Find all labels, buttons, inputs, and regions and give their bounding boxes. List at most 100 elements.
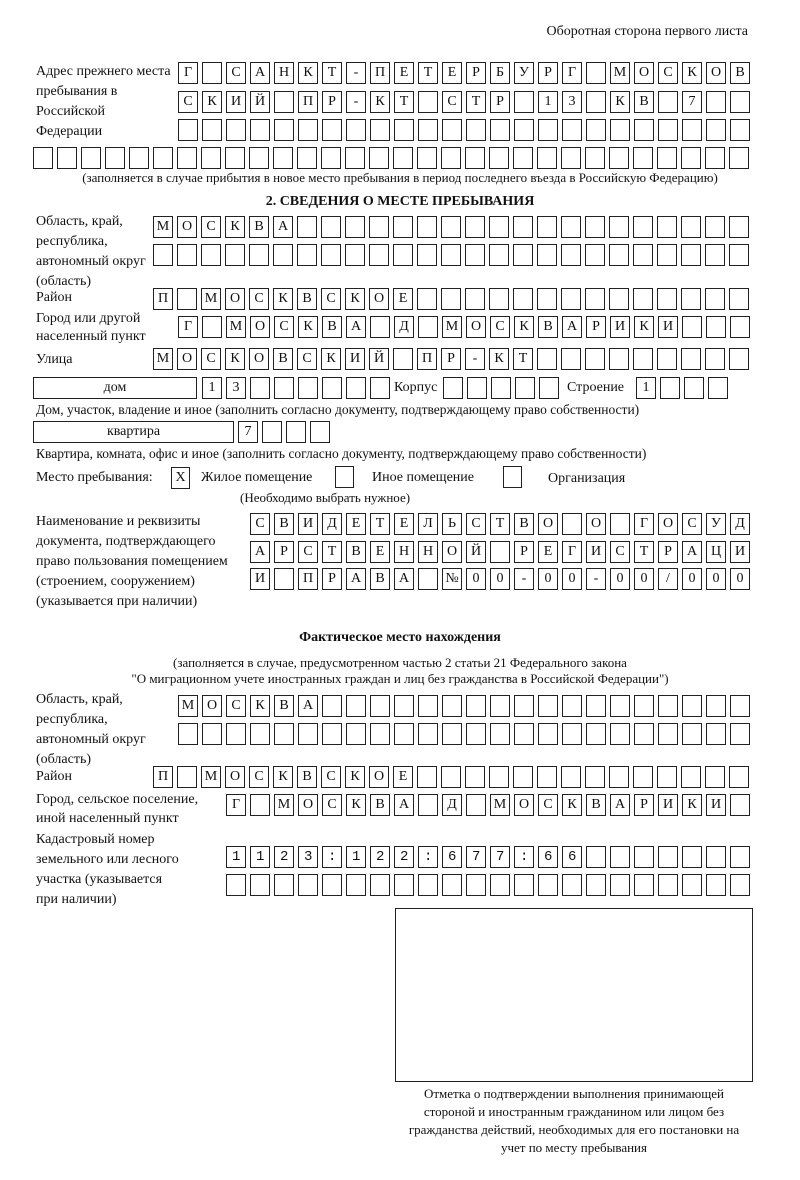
char-cell[interactable]: [250, 377, 270, 399]
char-cell[interactable]: К: [273, 288, 293, 310]
char-cell[interactable]: [417, 288, 437, 310]
char-cell[interactable]: [562, 513, 582, 535]
char-cell[interactable]: В: [370, 794, 390, 816]
char-cell[interactable]: [514, 91, 534, 113]
char-cell[interactable]: С: [249, 766, 269, 788]
char-cell[interactable]: [513, 244, 533, 266]
char-cell[interactable]: [633, 216, 653, 238]
char-cell[interactable]: И: [226, 91, 246, 113]
char-cell[interactable]: [514, 846, 534, 868]
checkbox-residential[interactable]: X: [171, 467, 190, 489]
char-cell[interactable]: [286, 421, 306, 443]
char-cell[interactable]: И: [610, 316, 630, 338]
char-cell[interactable]: О: [298, 794, 318, 816]
char-cell[interactable]: [634, 723, 654, 745]
char-cell[interactable]: [660, 377, 680, 399]
char-cell[interactable]: Д: [442, 794, 462, 816]
char-cell[interactable]: [658, 874, 678, 896]
char-cell[interactable]: [658, 723, 678, 745]
char-cell[interactable]: [369, 216, 389, 238]
char-cell[interactable]: Т: [490, 513, 510, 535]
char-cell[interactable]: [705, 766, 725, 788]
char-cell[interactable]: О: [466, 316, 486, 338]
char-cell[interactable]: [442, 723, 462, 745]
char-cell[interactable]: [274, 874, 294, 896]
char-cell[interactable]: [369, 244, 389, 266]
char-cell[interactable]: [682, 723, 702, 745]
korpus-row[interactable]: [443, 377, 559, 399]
char-cell[interactable]: Т: [322, 541, 342, 563]
char-cell[interactable]: О: [706, 62, 726, 84]
char-cell[interactable]: 0: [466, 568, 486, 590]
char-cell[interactable]: Т: [370, 513, 390, 535]
char-cell[interactable]: В: [297, 766, 317, 788]
char-cell[interactable]: [465, 244, 485, 266]
char-cell[interactable]: А: [250, 62, 270, 84]
char-cell[interactable]: [730, 723, 750, 745]
char-cell[interactable]: [418, 91, 438, 113]
char-cell[interactable]: [418, 316, 438, 338]
char-cell[interactable]: [658, 695, 678, 717]
char-cell[interactable]: [634, 119, 654, 141]
prev-address-row-4[interactable]: [33, 147, 749, 169]
char-cell[interactable]: [466, 794, 486, 816]
char-cell[interactable]: [586, 91, 606, 113]
char-cell[interactable]: -: [514, 568, 534, 590]
char-cell[interactable]: К: [345, 766, 365, 788]
char-cell[interactable]: О: [442, 541, 462, 563]
char-cell[interactable]: С: [490, 316, 510, 338]
char-cell[interactable]: [394, 874, 414, 896]
char-cell[interactable]: [418, 568, 438, 590]
char-cell[interactable]: Е: [442, 62, 462, 84]
char-cell[interactable]: Е: [370, 541, 390, 563]
char-cell[interactable]: [178, 723, 198, 745]
char-cell[interactable]: [729, 244, 749, 266]
char-cell[interactable]: [706, 874, 726, 896]
char-cell[interactable]: Т: [394, 91, 414, 113]
char-cell[interactable]: Н: [394, 541, 414, 563]
char-cell[interactable]: М: [274, 794, 294, 816]
char-cell[interactable]: [465, 288, 485, 310]
char-cell[interactable]: [273, 244, 293, 266]
char-cell[interactable]: П: [417, 348, 437, 370]
char-cell[interactable]: [418, 794, 438, 816]
char-cell[interactable]: [682, 119, 702, 141]
char-cell[interactable]: А: [394, 568, 414, 590]
char-cell[interactable]: [633, 348, 653, 370]
char-cell[interactable]: [393, 216, 413, 238]
char-cell[interactable]: [441, 288, 461, 310]
char-cell[interactable]: [514, 874, 534, 896]
char-cell[interactable]: С: [321, 766, 341, 788]
char-cell[interactable]: [681, 348, 701, 370]
char-cell[interactable]: [274, 91, 294, 113]
char-cell[interactable]: П: [153, 288, 173, 310]
char-cell[interactable]: К: [225, 348, 245, 370]
char-cell[interactable]: 1: [636, 377, 656, 399]
char-cell[interactable]: /: [658, 568, 678, 590]
char-cell[interactable]: [706, 316, 726, 338]
char-cell[interactable]: [682, 316, 702, 338]
char-cell[interactable]: [586, 723, 606, 745]
char-cell[interactable]: [322, 695, 342, 717]
char-cell[interactable]: [418, 874, 438, 896]
char-cell[interactable]: [321, 147, 341, 169]
char-cell[interactable]: Г: [562, 62, 582, 84]
document-row-3[interactable]: И П Р А В А № 0 0-0 0-0 0/0 0 0: [250, 568, 750, 590]
char-cell[interactable]: [730, 316, 750, 338]
actual-region-row-2[interactable]: [178, 723, 750, 745]
char-cell[interactable]: [442, 874, 462, 896]
char-cell[interactable]: [394, 119, 414, 141]
char-cell[interactable]: К: [298, 316, 318, 338]
char-cell[interactable]: [298, 119, 318, 141]
char-cell[interactable]: С: [249, 288, 269, 310]
char-cell[interactable]: [394, 695, 414, 717]
char-cell[interactable]: [681, 216, 701, 238]
char-cell[interactable]: Е: [394, 513, 414, 535]
region-row-2[interactable]: [153, 244, 749, 266]
char-cell[interactable]: Г: [226, 794, 246, 816]
char-cell[interactable]: Е: [538, 541, 558, 563]
char-cell[interactable]: Е: [394, 62, 414, 84]
